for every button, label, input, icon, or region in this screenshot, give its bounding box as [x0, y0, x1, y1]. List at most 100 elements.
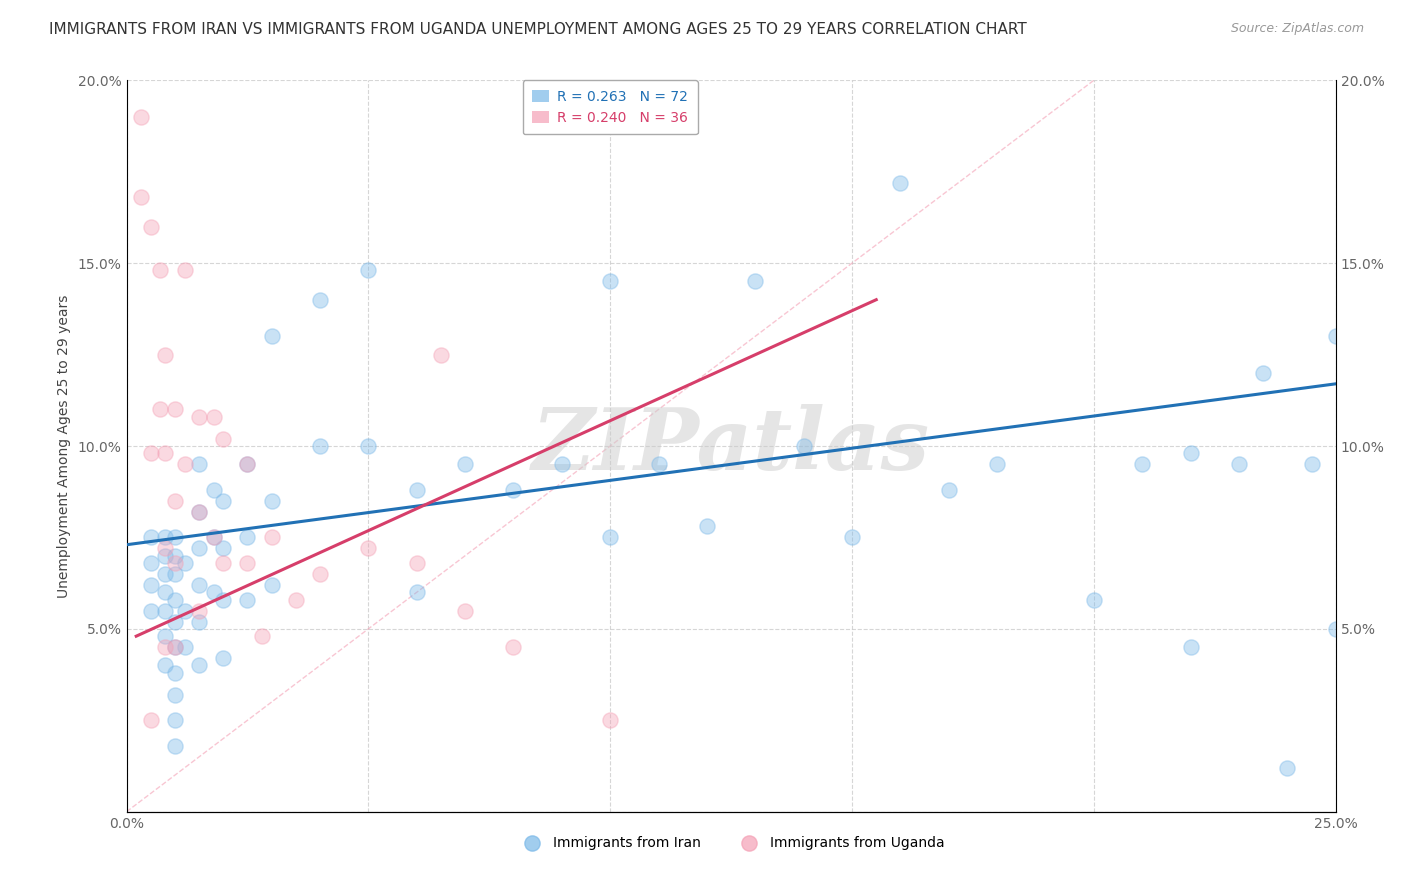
Point [1130, 457, 1153, 471]
Point [260, 329, 283, 343]
Point [163, 739, 186, 753]
Point [188, 578, 211, 592]
Point [139, 219, 162, 234]
Point [1277, 761, 1299, 775]
Point [155, 541, 177, 556]
Point [1251, 366, 1274, 380]
Point [236, 530, 259, 544]
Point [163, 714, 186, 728]
Point [173, 603, 195, 617]
Point [163, 688, 186, 702]
Point [188, 505, 211, 519]
Point [139, 603, 162, 617]
Point [188, 505, 211, 519]
Point [202, 530, 225, 544]
Point [1227, 457, 1250, 471]
Point [260, 578, 283, 592]
Point [1083, 592, 1105, 607]
Point [212, 556, 235, 570]
Point [202, 585, 225, 599]
Legend: Immigrants from Iran, Immigrants from Uganda: Immigrants from Iran, Immigrants from Ug… [512, 830, 950, 856]
Point [454, 457, 477, 471]
Point [1180, 640, 1202, 655]
Text: Source: ZipAtlas.com: Source: ZipAtlas.com [1230, 22, 1364, 36]
Point [188, 457, 211, 471]
Point [163, 640, 186, 655]
Point [155, 658, 177, 673]
Point [202, 530, 225, 544]
Point [744, 275, 766, 289]
Point [155, 629, 177, 643]
Point [599, 530, 621, 544]
Point [163, 567, 186, 582]
Point [551, 457, 574, 471]
Point [357, 541, 380, 556]
Point [309, 293, 332, 307]
Point [405, 483, 427, 497]
Text: ZIPatlas: ZIPatlas [531, 404, 931, 488]
Point [155, 446, 177, 460]
Point [502, 483, 524, 497]
Point [405, 556, 427, 570]
Point [250, 629, 273, 643]
Point [212, 432, 235, 446]
Point [284, 592, 307, 607]
Point [188, 658, 211, 673]
Point [139, 530, 162, 544]
Point [236, 592, 259, 607]
Point [163, 615, 186, 629]
Point [188, 409, 211, 424]
Point [696, 519, 718, 533]
Point [202, 409, 225, 424]
Text: IMMIGRANTS FROM IRAN VS IMMIGRANTS FROM UGANDA UNEMPLOYMENT AMONG AGES 25 TO 29 : IMMIGRANTS FROM IRAN VS IMMIGRANTS FROM … [49, 22, 1026, 37]
Point [1324, 622, 1347, 636]
Point [889, 176, 911, 190]
Point [155, 549, 177, 563]
Point [212, 651, 235, 665]
Point [155, 567, 177, 582]
Point [260, 530, 283, 544]
Point [155, 347, 177, 362]
Point [149, 263, 172, 277]
Point [155, 640, 177, 655]
Point [938, 483, 960, 497]
Point [599, 714, 621, 728]
Point [188, 615, 211, 629]
Point [647, 457, 669, 471]
Point [405, 585, 427, 599]
Point [163, 665, 186, 680]
Point [202, 483, 225, 497]
Point [163, 640, 186, 655]
Point [212, 541, 235, 556]
Point [1324, 329, 1347, 343]
Point [188, 541, 211, 556]
Point [260, 494, 283, 508]
Point [188, 603, 211, 617]
Point [236, 556, 259, 570]
Point [155, 530, 177, 544]
Point [163, 530, 186, 544]
Point [139, 446, 162, 460]
Point [163, 402, 186, 417]
Point [212, 592, 235, 607]
Point [173, 263, 195, 277]
Point [357, 263, 380, 277]
Point [173, 556, 195, 570]
Point [139, 556, 162, 570]
Y-axis label: Unemployment Among Ages 25 to 29 years: Unemployment Among Ages 25 to 29 years [56, 294, 70, 598]
Point [212, 494, 235, 508]
Point [1180, 446, 1202, 460]
Point [173, 457, 195, 471]
Point [986, 457, 1008, 471]
Point [430, 347, 453, 362]
Point [502, 640, 524, 655]
Point [163, 549, 186, 563]
Point [139, 714, 162, 728]
Point [163, 494, 186, 508]
Point [793, 439, 815, 453]
Point [139, 578, 162, 592]
Point [129, 190, 152, 204]
Point [163, 592, 186, 607]
Point [236, 457, 259, 471]
Point [309, 567, 332, 582]
